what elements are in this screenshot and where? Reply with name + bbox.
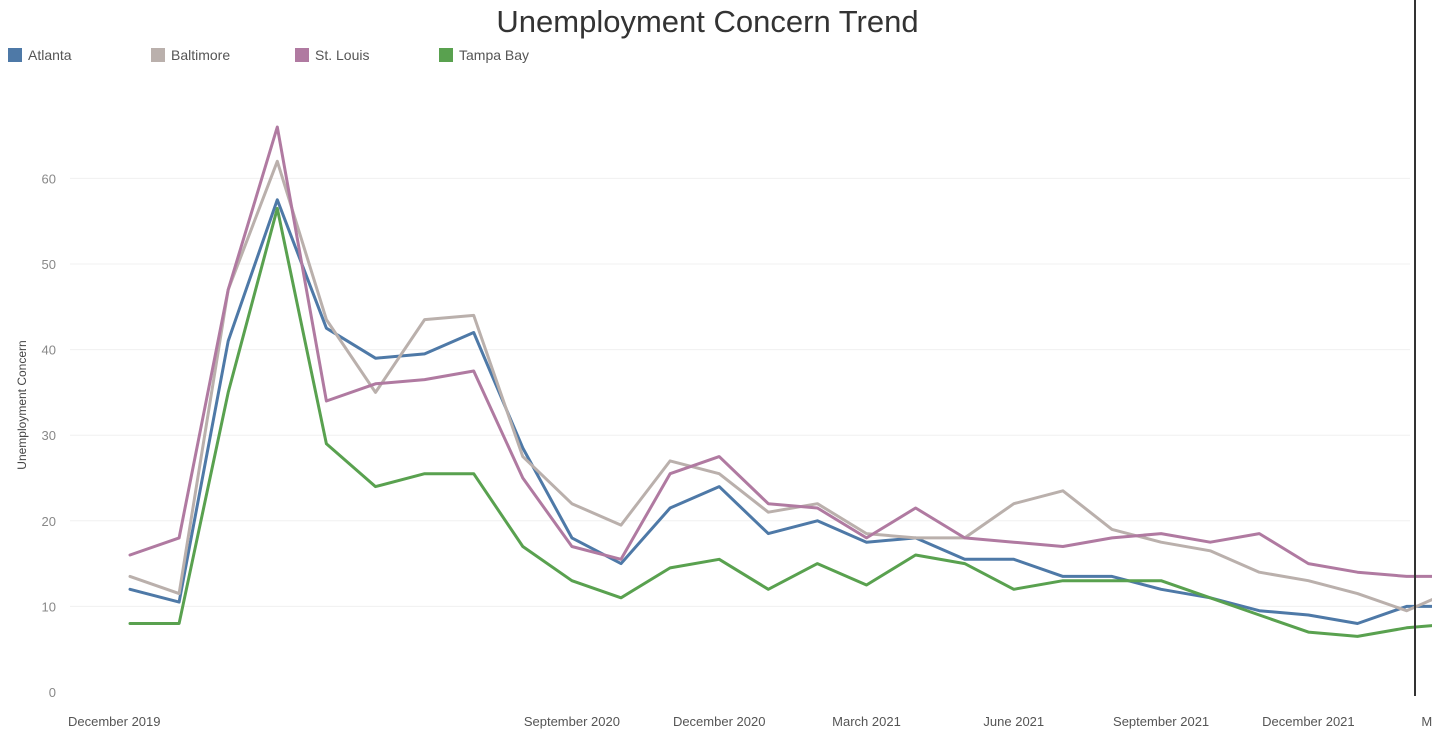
legend-label-tampa-bay: Tampa Bay	[459, 47, 530, 63]
x-tick-label: March 2022	[1421, 714, 1432, 729]
x-tick-label: June 2021	[983, 714, 1044, 729]
x-tick-label: December 2021	[1262, 714, 1355, 729]
series-lines	[128, 125, 1432, 638]
x-tick-label: December 2020	[673, 714, 766, 729]
grid-lines	[70, 177, 1410, 607]
legend-swatch-baltimore	[151, 48, 165, 62]
x-tick-label: September 2021	[1113, 714, 1209, 729]
chart-title: Unemployment Concern Trend	[496, 4, 919, 39]
y-tick-label: 60	[42, 171, 56, 186]
y-tick-label: 30	[42, 428, 56, 443]
series-line-st-louis[interactable]	[128, 125, 1432, 578]
legend-item-st-louis[interactable]: St. Louis	[295, 47, 369, 67]
legend-label-atlanta: Atlanta	[28, 47, 72, 63]
y-tick-label: 40	[42, 343, 56, 358]
x-tick-label: March 2021	[832, 714, 901, 729]
legend-item-atlanta[interactable]: Atlanta	[8, 47, 72, 67]
right-border	[1414, 0, 1416, 696]
y-tick-label: 10	[42, 599, 56, 614]
series-line-baltimore[interactable]	[128, 159, 1432, 613]
series-line-atlanta[interactable]	[128, 198, 1432, 625]
legend-label-baltimore: Baltimore	[171, 47, 231, 63]
series-line-tampa-bay[interactable]	[128, 206, 1432, 638]
legend-swatch-atlanta	[8, 48, 22, 62]
x-tick-label: September 2020	[524, 714, 620, 729]
legend-label-st-louis: St. Louis	[315, 47, 370, 63]
y-axis-ticks: 0 10 20 30 40 50 60	[42, 171, 56, 700]
legend-item-tampa-bay[interactable]: Tampa Bay	[439, 47, 529, 67]
legend-item-baltimore[interactable]: Baltimore	[151, 47, 230, 67]
x-axis-ticks: December 2019 September 2020 December 2020…	[68, 714, 1432, 729]
legend-swatch-st-louis	[295, 48, 309, 62]
y-tick-label: 50	[42, 257, 56, 272]
y-tick-label: 0	[49, 685, 56, 700]
y-tick-label: 20	[42, 514, 56, 529]
legend-swatch-tampa-bay	[439, 48, 453, 62]
x-tick-label: December 2019	[68, 714, 161, 729]
